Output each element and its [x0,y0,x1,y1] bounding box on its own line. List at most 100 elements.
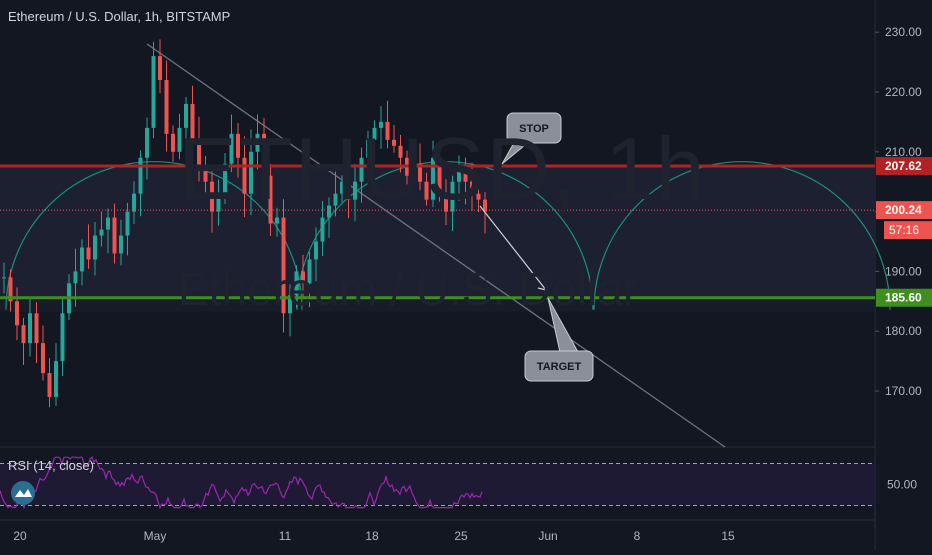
rsi-axis-label: 50.00 [887,478,917,492]
zone-shade-lower [0,297,875,312]
candle-body [281,217,286,314]
stop-callout-label: STOP [519,123,549,135]
x-tick-label: Jun [538,529,557,543]
candle-body [424,181,429,200]
candle-body [249,151,253,194]
candle-body [203,169,208,182]
candle-body [372,127,377,140]
rsi-line [0,456,483,510]
candle-body [54,361,58,397]
candle-body [73,271,78,284]
x-tick-label: 15 [721,529,735,543]
x-tick-label: 8 [634,529,641,543]
price-label-target [876,288,932,307]
candle-body [418,163,422,182]
arc-3 [593,161,891,310]
candle-body [8,277,13,302]
candle-body [210,181,214,212]
candle-body [190,103,195,140]
price-label-text-stop: 207.62 [885,159,922,173]
candle-body [353,181,357,200]
candle-body [255,133,260,152]
candle-body [262,133,266,176]
candle-body [2,277,6,279]
candle-body [21,325,26,344]
arrow-head [537,281,547,291]
candle-body [125,211,130,236]
candle-body [288,295,292,314]
chart-title: Ethereum / U.S. Dollar, 1h, BITSTAMP [8,9,231,24]
candle-body [216,193,221,212]
candle-body [301,271,305,284]
candle-body [444,193,448,212]
logo-mark [15,489,32,497]
candle-body [60,313,65,362]
candle-body [346,181,351,200]
candle-body [476,193,481,200]
candle-body [268,175,273,224]
candle-body [47,373,52,397]
candle-body [15,301,19,326]
candle-body [145,127,149,158]
projection-arrow [479,205,547,291]
y-tick-label: 190.00 [885,264,922,278]
y-tick-label: 170.00 [885,384,922,398]
target-callout-box [524,350,594,382]
candle-body [379,121,383,128]
candle-body [158,56,162,81]
candles [2,39,487,408]
candle-body [93,235,97,260]
candle-body [366,139,370,158]
candle-body [431,157,435,200]
candle-body [106,217,110,230]
candle-body [132,193,136,212]
candle-body [450,181,455,212]
candle-body [80,247,84,272]
candle-body [112,217,117,254]
price-label-text-target: 185.60 [885,291,922,305]
candle-body [41,343,45,374]
watermark-name: Ethereum / U.S. Dollar [178,263,639,315]
x-tick-label: 18 [365,529,379,543]
countdown-box [884,221,932,240]
candle-body [470,181,474,194]
x-tick-label: 25 [454,529,468,543]
candle-body [392,139,396,146]
candle-body [177,127,182,152]
y-tick-label: 220.00 [885,85,922,99]
rsi-label: RSI (14, close) [8,458,94,473]
candle-body [151,56,156,128]
trendline [146,43,726,448]
countdown-label: 57:16 [889,223,919,237]
rsi-band [0,463,875,506]
candle-body [359,157,364,182]
candle-body [437,157,442,194]
candle-body [119,235,123,254]
x-tick-label: 20 [13,529,27,543]
candle-body [483,199,487,212]
candle-body [164,80,169,134]
candle-body [314,241,318,260]
candle-body [340,181,344,194]
candle-body [86,247,91,260]
y-tick-label: 230.00 [885,25,922,39]
candle-body [229,133,234,164]
candle-body [411,163,416,176]
x-tick-label: 11 [279,529,292,543]
candle-body [385,121,390,140]
candle-body [99,229,104,236]
candle-body [457,169,461,182]
watermark-symbol: ETHUSD, 1h [178,119,707,218]
candle-body [307,259,312,284]
arc-2 [296,161,594,310]
candle-body [398,145,403,158]
candle-body [28,313,32,344]
target-callout-label: TARGET [537,361,582,373]
candle-body [171,133,175,152]
stop-callout-box [506,112,562,144]
candle-body [275,217,279,224]
logo-icon [11,481,35,505]
candle-body [320,217,325,242]
